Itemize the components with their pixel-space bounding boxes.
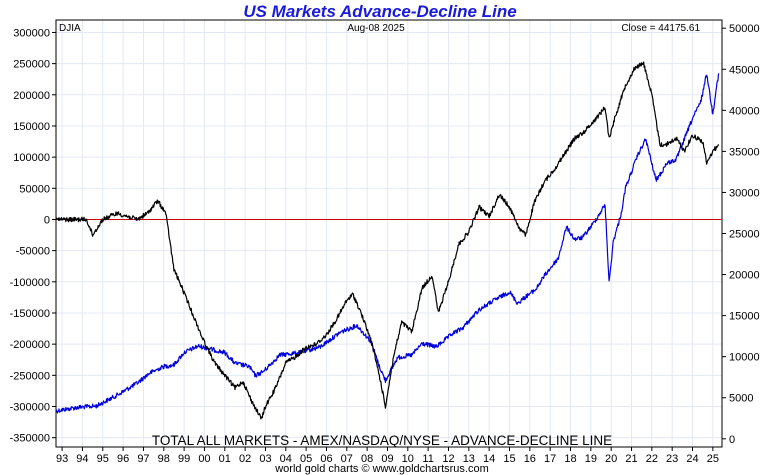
series-djia-line: [55, 73, 720, 414]
x-tick-label: 25: [707, 453, 719, 465]
x-tick-label: 05: [300, 453, 312, 465]
x-tick-label: 23: [666, 453, 678, 465]
x-tick-label: 22: [646, 453, 658, 465]
right-tick-label: 0: [729, 434, 735, 446]
right-tick-label: 40000: [729, 105, 760, 117]
left-tick-label: -250000: [10, 370, 50, 382]
header-close: Close = 44175.61: [621, 23, 700, 34]
right-tick-label: 5000: [729, 393, 753, 405]
series-layer: [55, 61, 720, 420]
right-tick-label: 50000: [729, 23, 760, 35]
x-tick-label: 97: [137, 453, 149, 465]
right-tick-label: 20000: [729, 270, 760, 282]
x-tick-label: 99: [178, 453, 190, 465]
left-tick-label: -100000: [10, 277, 50, 289]
x-tick-label: 21: [625, 453, 637, 465]
left-tick-label: 50000: [19, 183, 50, 195]
x-tick-label: 96: [117, 453, 129, 465]
credit-line: world gold charts © www.goldchartsrus.co…: [274, 463, 489, 475]
x-tick-label: 20: [605, 453, 617, 465]
right-tick-label: 35000: [729, 146, 760, 158]
x-tick-label: 93: [56, 453, 68, 465]
left-tick-label: -200000: [10, 339, 50, 351]
left-tick-label: -300000: [10, 401, 50, 413]
x-tick-label: 03: [259, 453, 271, 465]
right-tick-label: 25000: [729, 229, 760, 241]
x-tick-label: 12: [442, 453, 454, 465]
x-tick-label: 16: [524, 453, 536, 465]
x-tick-label: 07: [341, 453, 353, 465]
left-tick-label: 150000: [13, 121, 50, 133]
x-tick-label: 95: [97, 453, 109, 465]
right-tick-label: 30000: [729, 187, 760, 199]
chart-subtitle: TOTAL ALL MARKETS - AMEX/NASDAQ/NYSE - A…: [152, 433, 612, 448]
x-tick-label: 00: [198, 453, 210, 465]
left-tick-label: -150000: [10, 308, 50, 320]
x-tick-label: 11: [422, 453, 433, 465]
x-tick-label: 24: [686, 453, 698, 465]
x-tick-label: 08: [361, 453, 373, 465]
left-tick-label: 0: [44, 214, 50, 226]
series-advance-decline-line: [55, 61, 720, 420]
left-tick-label: 300000: [13, 27, 50, 39]
left-tick-label: 200000: [13, 90, 50, 102]
grid: [56, 20, 722, 447]
left-axis: 300000 250000 200000 150000 100000 50000 0 -500…: [10, 27, 56, 445]
right-axis: 5000045000400003500030000250002000015000…: [722, 23, 760, 446]
chart-title: US Markets Advance-Decline Line: [243, 2, 517, 21]
left-tick-label: -350000: [10, 433, 50, 445]
x-tick-label: 01: [219, 453, 231, 465]
x-tick-label: 02: [239, 453, 251, 465]
x-tick-label: 13: [463, 453, 475, 465]
x-tick-label: 09: [381, 453, 393, 465]
left-tick-label: -50000: [16, 246, 50, 258]
x-axis: 93 94 95 96 97 98 99 00 01 02 03 04 05 06 07 08 09 10 11 12…: [56, 447, 719, 465]
x-tick-label: 15: [503, 453, 515, 465]
left-tick-label: 100000: [13, 152, 50, 164]
x-tick-label: 04: [280, 453, 292, 465]
x-tick-label: 06: [320, 453, 332, 465]
header-symbol: DJIA: [59, 23, 81, 34]
right-tick-label: 15000: [729, 311, 760, 323]
right-tick-label: 10000: [729, 352, 760, 364]
header-date: Aug-08 2025: [347, 23, 405, 34]
x-tick-label: 10: [402, 453, 414, 465]
right-tick-label: 45000: [729, 64, 760, 76]
x-tick-label: 17: [544, 453, 556, 465]
x-tick-label: 19: [585, 453, 597, 465]
x-tick-label: 94: [76, 453, 88, 465]
left-tick-label: 250000: [13, 59, 50, 71]
x-tick-label: 14: [483, 453, 495, 465]
x-tick-label: 98: [158, 453, 170, 465]
x-tick-label: 18: [564, 453, 576, 465]
